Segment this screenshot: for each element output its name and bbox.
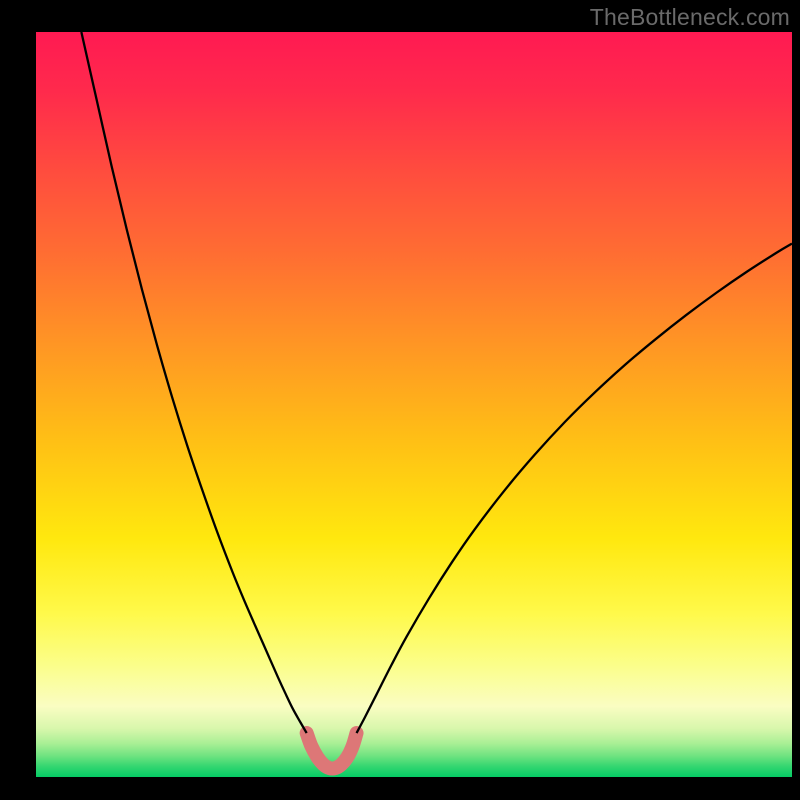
chart-background xyxy=(36,32,792,777)
chart-svg xyxy=(36,32,792,777)
watermark-text: TheBottleneck.com xyxy=(590,4,790,31)
chart-stage: TheBottleneck.com xyxy=(0,0,800,800)
